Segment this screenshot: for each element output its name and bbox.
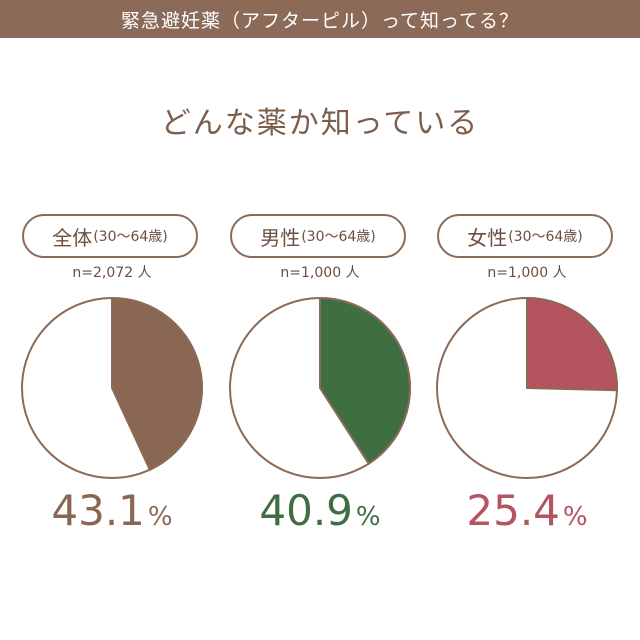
value-number-all: 43.1 — [51, 486, 145, 535]
group-label-all: 全体 (30～64歳) — [22, 214, 198, 258]
pie-slice-male — [319, 297, 411, 465]
group-label-male: 男性 (30～64歳) — [230, 214, 406, 258]
value-number-male: 40.9 — [259, 486, 353, 535]
value-unit-female: % — [562, 502, 588, 532]
chart-panel-all: 全体 (30～64歳) n=2,072 人 43.1% — [20, 214, 204, 544]
chart-panel-female: 女性 (30～64歳) n=1,000 人 25.4% — [435, 214, 619, 544]
value-label-male: 40.9% — [228, 486, 412, 535]
group-name-male: 男性 — [260, 225, 301, 250]
pie-chart-all — [21, 297, 203, 479]
pie-chart-male — [229, 297, 411, 479]
group-range-all: (30～64歳) — [93, 229, 168, 245]
value-unit-male: % — [355, 502, 381, 532]
group-label-female: 女性 (30～64歳) — [437, 214, 613, 258]
group-name-all: 全体 — [52, 225, 93, 250]
sample-size-female: n=1,000 人 — [487, 265, 567, 281]
chart-panel-male: 男性 (30～64歳) n=1,000 人 40.9% — [228, 214, 412, 544]
sample-size-male: n=1,000 人 — [280, 265, 360, 281]
value-label-all: 43.1% — [20, 486, 204, 535]
pie-slice-all — [111, 297, 203, 471]
header-bar: 緊急避妊薬（アフターピル）って知ってる？ — [0, 0, 640, 38]
value-unit-all: % — [147, 502, 173, 532]
group-range-female: (30～64歳) — [508, 229, 583, 245]
value-label-female: 25.4% — [435, 486, 619, 535]
group-range-male: (30～64歳) — [301, 229, 376, 245]
pie-slice-female — [526, 297, 618, 392]
group-name-female: 女性 — [467, 225, 508, 250]
pie-chart-female — [436, 297, 618, 479]
sample-size-all: n=2,072 人 — [72, 265, 152, 281]
value-number-female: 25.4 — [466, 486, 560, 535]
header-title: 緊急避妊薬（アフターピル）って知ってる？ — [120, 9, 520, 32]
chart-subtitle: どんな薬か知っている — [160, 106, 480, 141]
